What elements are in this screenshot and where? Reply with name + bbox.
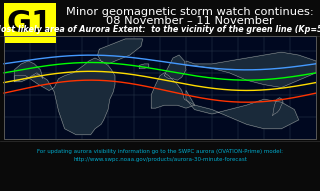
Polygon shape [139,64,149,68]
Text: http://www.swpc.noaa.gov/products/aurora-30-minute-forecast: http://www.swpc.noaa.gov/products/aurora… [73,158,247,163]
Text: Minor geomagnetic storm watch continues:: Minor geomagnetic storm watch continues: [66,7,314,17]
Polygon shape [186,52,316,87]
Polygon shape [151,73,195,108]
Text: 08 November – 11 November: 08 November – 11 November [106,16,274,26]
Bar [4,36,316,139]
Polygon shape [98,39,143,64]
Polygon shape [14,61,43,82]
Polygon shape [273,98,283,115]
Text: Most likely area of Aurora Extent:  to the vicinity of the green line (Kp=5): Most likely area of Aurora Extent: to th… [0,26,320,35]
Text: For updating aurora visibility information go to the SWPC aurora (OVATION-Prime): For updating aurora visibility informati… [37,148,283,154]
FancyBboxPatch shape [4,3,56,43]
Polygon shape [14,58,115,135]
Text: G1: G1 [7,9,53,37]
Polygon shape [186,91,299,129]
Bar [4,36,316,139]
Polygon shape [164,55,186,80]
